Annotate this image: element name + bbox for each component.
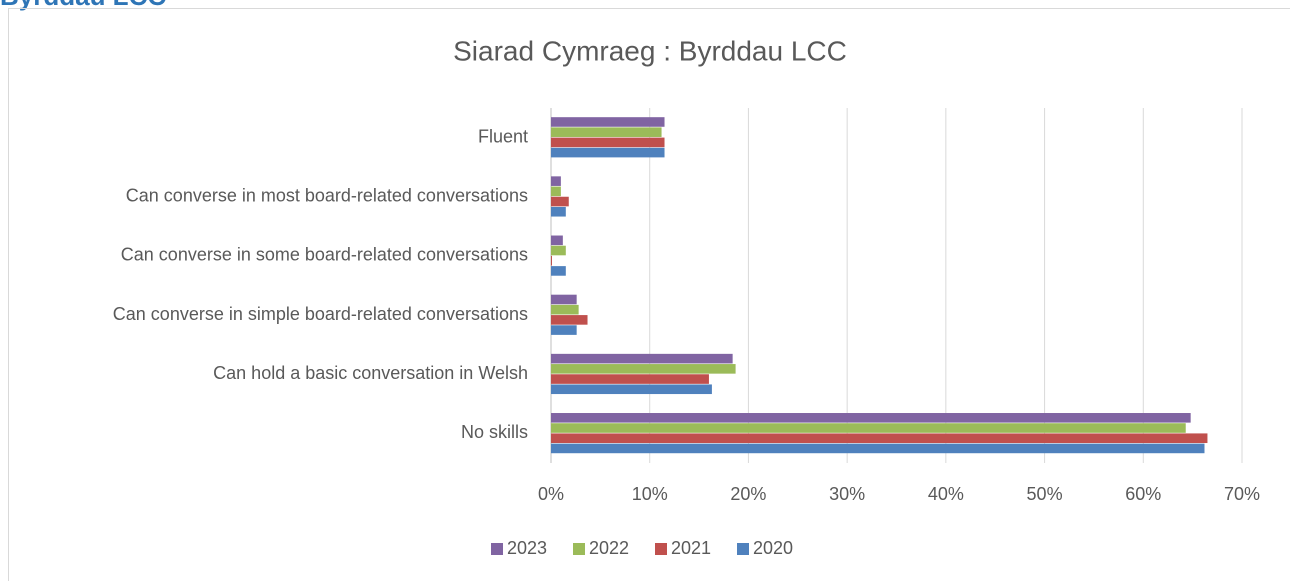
x-tick-label: 20%: [730, 484, 766, 504]
bar: [551, 186, 561, 197]
y-tick-label: Can converse in simple board-related con…: [113, 304, 528, 324]
y-tick-label: No skills: [461, 422, 528, 442]
legend-swatch: [573, 543, 585, 555]
y-tick-label: Can hold a basic conversation in Welsh: [213, 363, 528, 383]
legend-swatch: [491, 543, 503, 555]
bar: [551, 196, 569, 207]
bar: [551, 176, 561, 186]
legend-label: 2020: [753, 538, 793, 558]
legend-swatch: [655, 543, 667, 555]
x-tick-label: 60%: [1125, 484, 1161, 504]
bar: [551, 433, 1208, 444]
bar: [551, 147, 665, 158]
bar: [551, 117, 665, 127]
bar: [551, 384, 712, 395]
y-tick-label: Fluent: [478, 126, 528, 146]
chart-border: [8, 8, 1290, 581]
bar: [551, 294, 577, 305]
x-tick-label: 0%: [538, 484, 564, 504]
x-tick-label: 50%: [1027, 484, 1063, 504]
legend-label: 2023: [507, 538, 547, 558]
bar: [551, 364, 736, 374]
bar: [551, 255, 552, 266]
bar: [551, 315, 588, 325]
x-tick-label: 10%: [632, 484, 668, 504]
bar: [551, 206, 566, 217]
x-tick-label: 70%: [1224, 484, 1260, 504]
legend-label: 2021: [671, 538, 711, 558]
bar: [551, 137, 665, 148]
x-tick-label: 40%: [928, 484, 964, 504]
bar: [551, 374, 709, 384]
bar: [551, 266, 566, 276]
chart-title: Siarad Cymraeg : Byrddau LCC: [453, 35, 847, 66]
bar: [551, 443, 1205, 454]
legend-swatch: [737, 543, 749, 555]
bar: [551, 235, 563, 246]
bar: [551, 423, 1186, 433]
bar: [551, 304, 579, 315]
bar: [551, 353, 733, 364]
bar: [551, 245, 566, 256]
x-tick-label: 30%: [829, 484, 865, 504]
page-header: Byrddau LCC: [0, 0, 166, 11]
y-tick-label: Can converse in most board-related conve…: [126, 186, 528, 206]
bar: [551, 127, 662, 137]
legend-label: 2022: [589, 538, 629, 558]
bar: [551, 413, 1191, 423]
y-tick-label: Can converse in some board-related conve…: [121, 245, 528, 265]
bar: [551, 325, 577, 335]
